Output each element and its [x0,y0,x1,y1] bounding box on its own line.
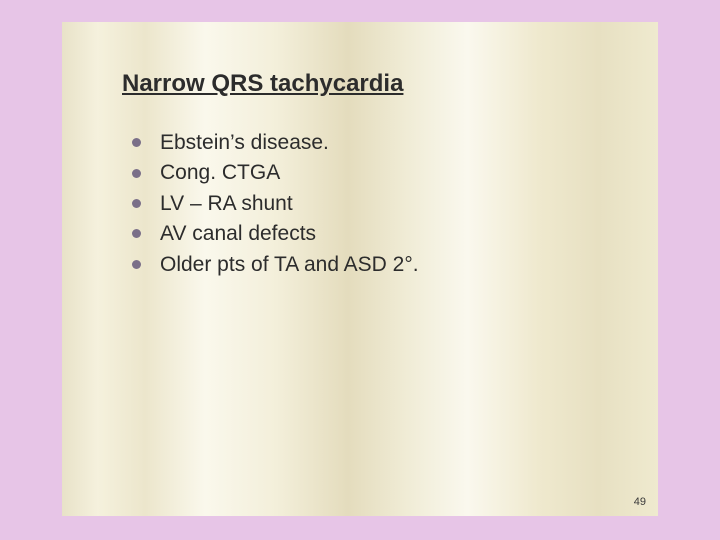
list-item: AV canal defects [130,219,598,249]
bullet-text: LV – RA shunt [160,192,293,215]
bullet-text: Cong. CTGA [160,161,280,184]
slide-panel: Narrow QRS tachycardia Ebstein’s disease… [62,22,658,516]
bullet-text: AV canal defects [160,222,316,245]
page-number: 49 [634,496,646,508]
list-item: Cong. CTGA [130,158,598,188]
list-item: Ebstein’s disease. [130,128,598,158]
bullet-list: Ebstein’s disease. Cong. CTGA LV – RA sh… [122,128,598,280]
list-item: LV – RA shunt [130,189,598,219]
slide-title: Narrow QRS tachycardia [122,70,598,98]
list-item: Older pts of TA and ASD 2°. [130,250,598,280]
bullet-text: Older pts of TA and ASD 2°. [160,253,419,276]
bullet-text: Ebstein’s disease. [160,131,329,154]
